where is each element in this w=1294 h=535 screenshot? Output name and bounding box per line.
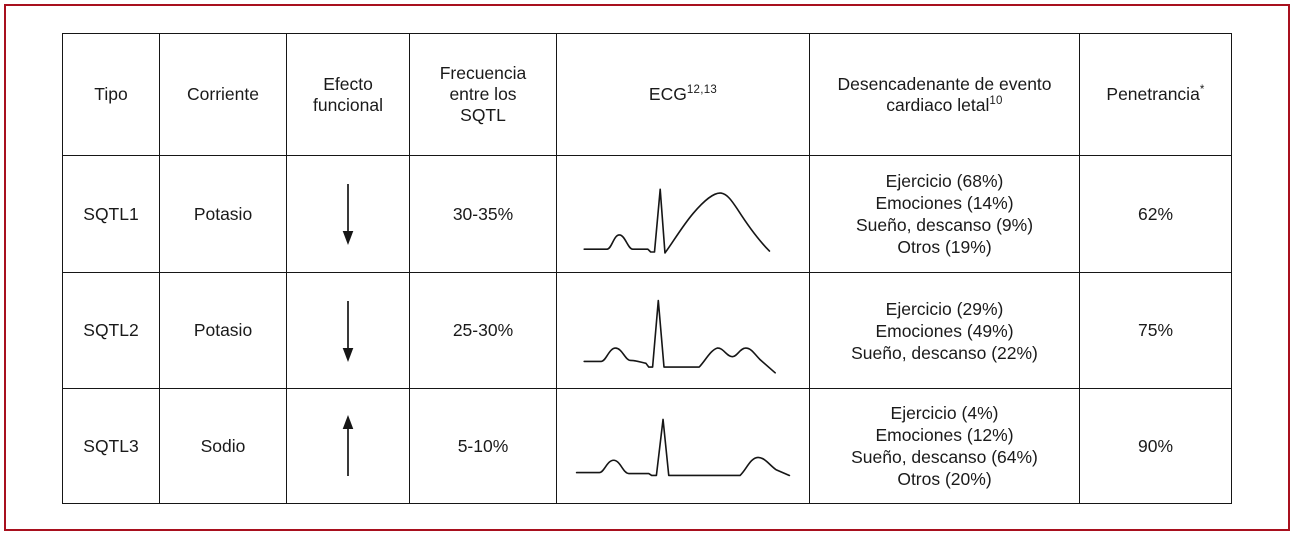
ecg-sqtl2-bifid-t-wave-icon: [557, 274, 809, 388]
cell-efecto-funcional: [286, 388, 410, 504]
cell-ecg: [556, 155, 810, 273]
cell-desencadenantes: Ejercicio (68%) Emociones (14%) Sueño, des…: [809, 155, 1080, 273]
cell-frecuencia: 5-10%: [409, 388, 557, 504]
trigger-line: Emociones (14%): [875, 193, 1014, 213]
cell-corriente: Potasio: [159, 155, 287, 273]
header-efecto-funcional: Efecto funcional: [286, 33, 410, 156]
header-frecuencia-sqtl: Frecuencia entre los SQTL: [409, 33, 557, 156]
trigger-line: Emociones (49%): [875, 320, 1014, 341]
ecg-sqtl3-late-t-wave-icon: [557, 389, 809, 503]
cell-efecto-funcional: [286, 155, 410, 273]
trigger-line: Otros (20%): [897, 469, 992, 489]
table-body: SQTL1 Potasio 30-35% Ejercicio (68%) Emocion…: [62, 155, 1232, 504]
trigger-line: Otros (19%): [897, 237, 992, 257]
table-row-sqtl3: SQTL3 Sodio 5-10% Ejercicio (4%) Emociones (…: [62, 388, 1232, 504]
cell-frecuencia: 25-30%: [409, 272, 557, 389]
arrow-down-icon: [287, 298, 409, 364]
table-row-sqtl1: SQTL1 Potasio 30-35% Ejercicio (68%) Emocion…: [62, 155, 1232, 273]
ecg-sqtl1-broad-t-wave-icon: [557, 157, 809, 271]
trigger-line: Sueño, descanso (64%): [851, 447, 1038, 467]
header-desencadenante: Desencadenante de evento cardiaco letal1…: [809, 33, 1080, 156]
cell-corriente: Sodio: [159, 388, 287, 504]
trigger-line: Ejercicio (68%): [885, 171, 1004, 191]
trigger-line: Sueño, descanso (9%): [855, 215, 1034, 235]
arrow-up-icon: [287, 413, 409, 479]
header-tipo: Tipo: [62, 33, 160, 156]
cell-desencadenantes: Ejercicio (29%) Emociones (49%) Sueño, des…: [809, 272, 1080, 389]
cell-penetrancia: 62%: [1079, 155, 1232, 273]
cell-penetrancia: 75%: [1079, 272, 1232, 389]
header-ecg: ECG12,13: [556, 33, 810, 156]
table-row-sqtl2: SQTL2 Potasio 25-30% Ejercicio (29%) Emocion…: [62, 272, 1232, 389]
cell-tipo: SQTL2: [62, 272, 160, 389]
table-header-row: Tipo Corriente Efecto funcional Frecuenc…: [62, 33, 1232, 156]
header-corriente: Corriente: [159, 33, 287, 156]
trigger-line: Emociones (12%): [875, 425, 1014, 445]
arrow-down-icon: [287, 181, 409, 247]
sqtl-comparison-table: Tipo Corriente Efecto funcional Frecuenc…: [62, 33, 1232, 504]
cell-penetrancia: 90%: [1079, 388, 1232, 504]
cell-frecuencia: 30-35%: [409, 155, 557, 273]
cell-corriente: Potasio: [159, 272, 287, 389]
cell-desencadenantes: Ejercicio (4%) Emociones (12%) Sueño, desc…: [809, 388, 1080, 504]
cell-ecg: [556, 272, 810, 389]
cell-efecto-funcional: [286, 272, 410, 389]
cell-ecg: [556, 388, 810, 504]
trigger-line: Ejercicio (29%): [885, 298, 1004, 319]
cell-tipo: SQTL3: [62, 388, 160, 504]
header-penetrancia: Penetrancia*: [1079, 33, 1232, 156]
cell-tipo: SQTL1: [62, 155, 160, 273]
trigger-line: Ejercicio (4%): [890, 403, 999, 423]
trigger-line: Sueño, descanso (22%): [851, 342, 1038, 363]
